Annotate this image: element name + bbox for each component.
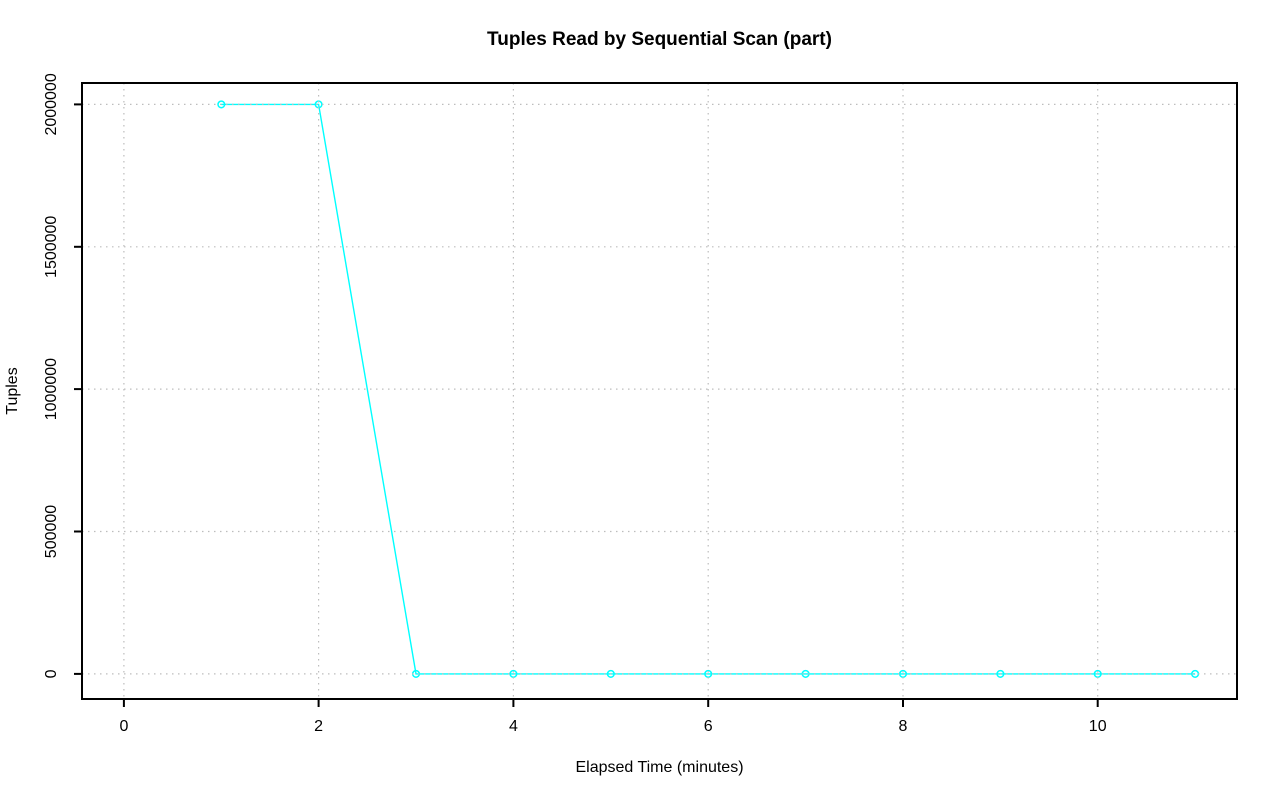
y-tick-label: 1500000	[43, 216, 60, 278]
x-tick-label: 4	[509, 718, 518, 735]
plot-area: 0 2 4 6 8 10 0 500000 1000000 1500000 2000000	[43, 73, 1238, 735]
data-point	[996, 669, 1005, 678]
x-tick-label: 0	[119, 718, 128, 735]
plot-box	[81, 82, 1238, 700]
y-tick-label: 2000000	[43, 73, 60, 135]
y-axis-label: Tuples	[4, 367, 21, 414]
x-tick-label: 6	[704, 718, 713, 735]
data-point	[217, 100, 226, 109]
y-tick-label: 0	[43, 669, 60, 678]
y-tick-label: 500000	[43, 505, 60, 558]
series-line	[221, 103, 1196, 675]
x-tick-label: 10	[1089, 718, 1107, 735]
x-axis-label: Elapsed Time (minutes)	[575, 759, 743, 776]
y-tick-label: 1000000	[43, 358, 60, 420]
x-tick-label: 8	[899, 718, 908, 735]
x-tick-label: 2	[314, 718, 323, 735]
data-point	[606, 669, 615, 678]
chart-title: Tuples Read by Sequential Scan (part)	[487, 29, 832, 50]
